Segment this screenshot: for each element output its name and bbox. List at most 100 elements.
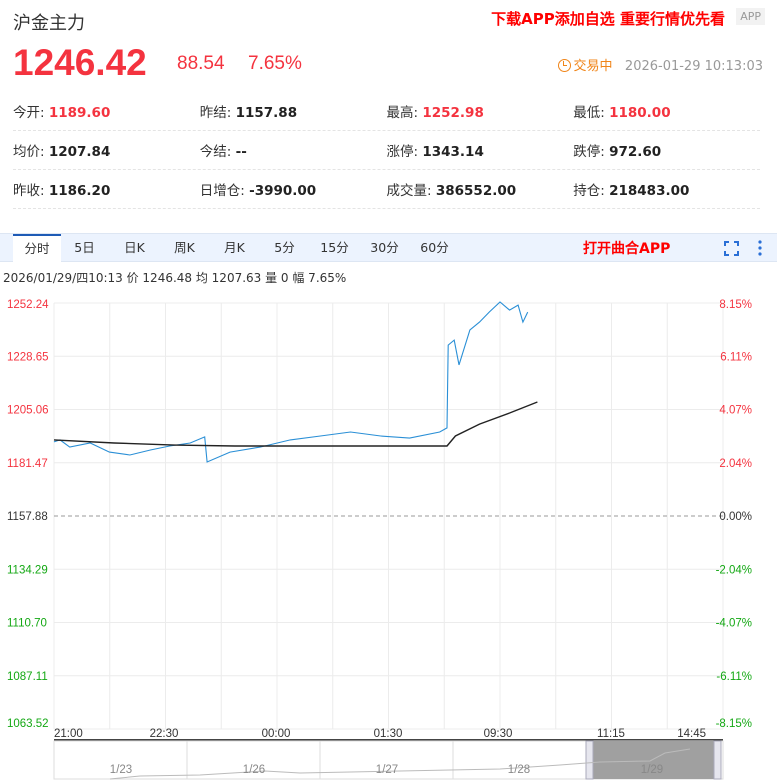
navigator-handle-left [585, 740, 594, 780]
stat-label: 成交量: [386, 183, 432, 199]
tab-3[interactable]: 周K [174, 240, 195, 255]
y-tick-label: 1252.24 [7, 299, 49, 311]
stat-value: 1189.60 [48, 105, 111, 121]
tab-8[interactable]: 60分 [420, 240, 449, 255]
stat-item: 昨结: 1157.88 [200, 101, 387, 121]
stat-value: 1186.20 [48, 183, 111, 199]
timestamp: 2026-01-29 10:13:03 [624, 59, 763, 74]
stat-item: 持仓: 218483.00 [573, 179, 760, 199]
stat-value: -3990.00 [249, 183, 317, 199]
stat-label: 今开: [13, 105, 45, 121]
stat-item: 成交量: 386552.00 [387, 179, 574, 199]
pct-tick-label: 2.04% [719, 458, 752, 470]
stat-label: 最高: [386, 105, 419, 121]
trading-status: 交易中 2026-01-29 10:13:03 [557, 55, 763, 74]
pct-tick-label: -6.11% [716, 671, 752, 683]
stat-value: 1157.88 [235, 105, 298, 121]
stat-value: 386552.00 [435, 183, 517, 199]
stat-label: 日增仓: [199, 183, 245, 199]
pct-tick-label: 0.00% [719, 511, 752, 523]
stat-label: 昨结: [199, 105, 232, 121]
stat-value: 1252.98 [422, 105, 484, 121]
price-change: 88.54 [177, 53, 225, 74]
x-tick-label: 01:30 [374, 728, 403, 740]
stat-label: 今结: [199, 144, 232, 160]
tab-5[interactable]: 5分 [274, 240, 295, 255]
navigator-date: 1/29 [641, 764, 663, 776]
tab-7[interactable]: 30分 [370, 240, 399, 255]
stat-item: 跌停: 972.60 [573, 140, 760, 160]
tab-1[interactable]: 5日 [74, 240, 95, 255]
y-tick-label: 1228.65 [7, 351, 49, 363]
y-tick-label: 1087.11 [7, 671, 48, 683]
navigator-date: 1/28 [508, 764, 530, 776]
stat-item: 均价: 1207.84 [13, 140, 200, 160]
pct-tick-label: 8.15% [719, 299, 752, 311]
stat-label: 涨停: [386, 144, 419, 160]
stat-item: 今开: 1189.60 [13, 101, 200, 121]
stat-item: 最低: 1180.00 [573, 101, 760, 121]
stat-value: 218483.00 [609, 183, 690, 199]
navigator-date: 1/26 [243, 764, 265, 776]
crosshair-info: 2026/01/29/四10:13 价 1246.48 均 1207.63 量 … [3, 271, 347, 285]
y-tick-label: 1063.52 [7, 718, 49, 730]
tab-4[interactable]: 月K [224, 240, 245, 255]
navigator-selection [590, 741, 720, 779]
pct-tick-label: -4.07% [716, 618, 752, 630]
stat-label: 跌停: [573, 144, 605, 160]
avg-line [53, 401, 538, 447]
stat-value: 972.60 [609, 144, 662, 160]
instrument-title: 沪金主力 [13, 13, 85, 34]
clock-icon [557, 59, 571, 72]
tab-0[interactable]: 分时 [13, 234, 61, 263]
navigator-date: 1/27 [376, 764, 398, 776]
price-line [53, 301, 529, 463]
open-app-link[interactable]: 打开曲合APP [583, 241, 671, 257]
navigator-date: 1/23 [110, 764, 132, 776]
fullscreen-icon[interactable] [724, 241, 739, 256]
status-text: 交易中 [573, 59, 613, 74]
x-tick-label: 22:30 [150, 728, 179, 740]
y-tick-label: 1181.47 [7, 458, 48, 470]
y-tick-label: 1157.88 [7, 511, 48, 523]
stats-row: 今开: 1189.60 昨结: 1157.88 最高: 1252.98 最低: 118… [13, 92, 760, 131]
stat-label: 持仓: [573, 183, 605, 199]
intraday-chart[interactable]: 1252.24 8.15% 1228.65 6.11% 1205.06 4.07% 1181… [0, 290, 777, 781]
stat-item: 今结: -- [200, 140, 387, 160]
stat-value: 1343.14 [422, 144, 484, 160]
stat-label: 昨收: [13, 183, 45, 199]
stat-value: -- [235, 144, 247, 160]
stat-value: 1180.00 [609, 105, 671, 121]
tab-6[interactable]: 15分 [320, 240, 349, 255]
price-change-pct: 7.65% [248, 53, 302, 74]
x-tick-label: 14:45 [677, 728, 706, 740]
stat-item: 涨停: 1343.14 [387, 140, 574, 160]
stat-item: 日增仓: -3990.00 [200, 179, 387, 199]
x-tick-label: 11:15 [597, 728, 625, 740]
chart-tabs: 打开曲合APP 分时 5日 日K 周K 月K 5分 15分 30分 60分 [0, 233, 777, 263]
pct-tick-label: -2.04% [716, 564, 752, 576]
stat-item: 昨收: 1186.20 [13, 179, 200, 199]
x-tick-label: 09:30 [484, 728, 513, 740]
x-tick-label: 21:00 [54, 728, 83, 740]
stat-value: 1207.84 [48, 144, 111, 160]
tab-2[interactable]: 日K [124, 240, 145, 255]
y-tick-label: 1110.70 [7, 618, 47, 630]
stats-row: 昨收: 1186.20 日增仓: -3990.00 成交量: 386552.00 持仓… [13, 170, 760, 209]
stat-label: 最低: [573, 105, 605, 121]
x-tick-label: 00:00 [262, 728, 291, 740]
pct-tick-label: 4.07% [719, 405, 752, 417]
download-app-promo[interactable]: 下载APP添加自选 重要行情优先看 [491, 10, 725, 28]
navigator-handle-right [713, 740, 722, 780]
pct-tick-label: 6.11% [720, 351, 752, 363]
navigator-line [109, 748, 691, 780]
y-tick-label: 1134.29 [7, 564, 48, 576]
y-tick-label: 1205.06 [7, 405, 49, 417]
stats-grid: 今开: 1189.60 昨结: 1157.88 最高: 1252.98 最低: 118… [13, 92, 760, 209]
stats-row: 均价: 1207.84 今结: -- 涨停: 1343.14 跌停: 972.60 [13, 131, 760, 170]
stat-item: 最高: 1252.98 [387, 101, 574, 121]
stat-label: 均价: [13, 144, 45, 160]
last-price: 1246.42 [13, 42, 147, 83]
app-button[interactable]: APP [736, 8, 765, 25]
more-menu-icon[interactable] [757, 239, 763, 257]
